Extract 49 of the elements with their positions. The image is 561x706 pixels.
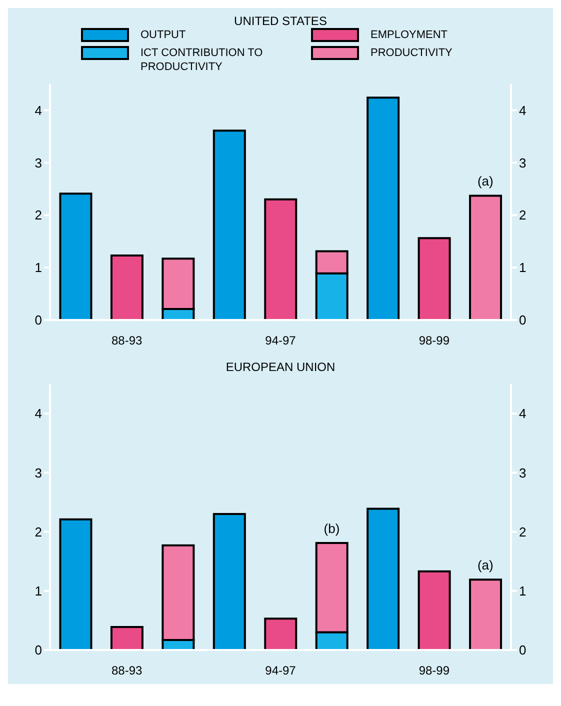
y-tick-label: 3 bbox=[34, 465, 42, 480]
bar bbox=[110, 254, 144, 320]
y2-tick-label: 0 bbox=[519, 642, 526, 658]
y-tick-label: 2 bbox=[34, 524, 42, 540]
chart-title: EUROPEAN UNION bbox=[224, 360, 336, 374]
annotation: (a) bbox=[477, 558, 494, 573]
bar bbox=[212, 513, 246, 650]
chart-title: UNITED STATES bbox=[233, 14, 328, 28]
bar bbox=[264, 198, 298, 320]
y-tick-label: 4 bbox=[34, 102, 42, 118]
bar bbox=[212, 130, 246, 320]
y2-tick-label: 0 bbox=[519, 312, 526, 328]
y2-tick-label: 2 bbox=[519, 208, 526, 223]
bar bbox=[59, 518, 92, 650]
bar bbox=[418, 237, 451, 320]
bar bbox=[366, 508, 400, 650]
bar bbox=[366, 96, 400, 320]
x-tick-label: 88-93 bbox=[111, 664, 142, 678]
y-tick-label: 4 bbox=[34, 406, 42, 422]
bar bbox=[59, 192, 92, 320]
x-tick-label: 98-99 bbox=[418, 664, 450, 678]
legend-label: EMPLOYMENT bbox=[370, 28, 449, 42]
legend-label: ICT CONTRIBUTION TO PRODUCTIVITY bbox=[140, 46, 264, 74]
y-tick-label: 2 bbox=[34, 208, 42, 223]
x-tick-label: 98-99 bbox=[418, 334, 450, 348]
y2-tick-label: 4 bbox=[519, 102, 526, 118]
x-tick-label: 94-97 bbox=[265, 334, 296, 348]
bar bbox=[418, 570, 451, 650]
bar bbox=[469, 194, 502, 320]
y-tick-label: 1 bbox=[34, 584, 42, 599]
annotation: (b) bbox=[324, 521, 340, 536]
y2-tick-label: 3 bbox=[519, 155, 526, 170]
x-tick-label: 94-97 bbox=[265, 664, 296, 678]
y2-tick-label: 1 bbox=[519, 260, 526, 276]
bar bbox=[264, 618, 298, 650]
y-tick-label: 0 bbox=[34, 642, 42, 658]
y-tick-label: 1 bbox=[34, 260, 42, 276]
bar bbox=[110, 626, 144, 650]
y2-tick-label: 3 bbox=[519, 465, 526, 480]
y-tick-label: 0 bbox=[34, 312, 42, 328]
y-tick-label: 3 bbox=[34, 155, 42, 170]
y2-tick-label: 1 bbox=[519, 584, 526, 599]
legend-label: PRODUCTIVITY bbox=[370, 46, 454, 60]
legend-label: OUTPUT bbox=[140, 28, 187, 42]
y2-tick-label: 4 bbox=[519, 406, 526, 422]
y2-tick-label: 2 bbox=[519, 524, 526, 540]
bar bbox=[469, 578, 502, 650]
annotation: (a) bbox=[477, 174, 494, 189]
x-tick-label: 88-93 bbox=[111, 334, 142, 348]
